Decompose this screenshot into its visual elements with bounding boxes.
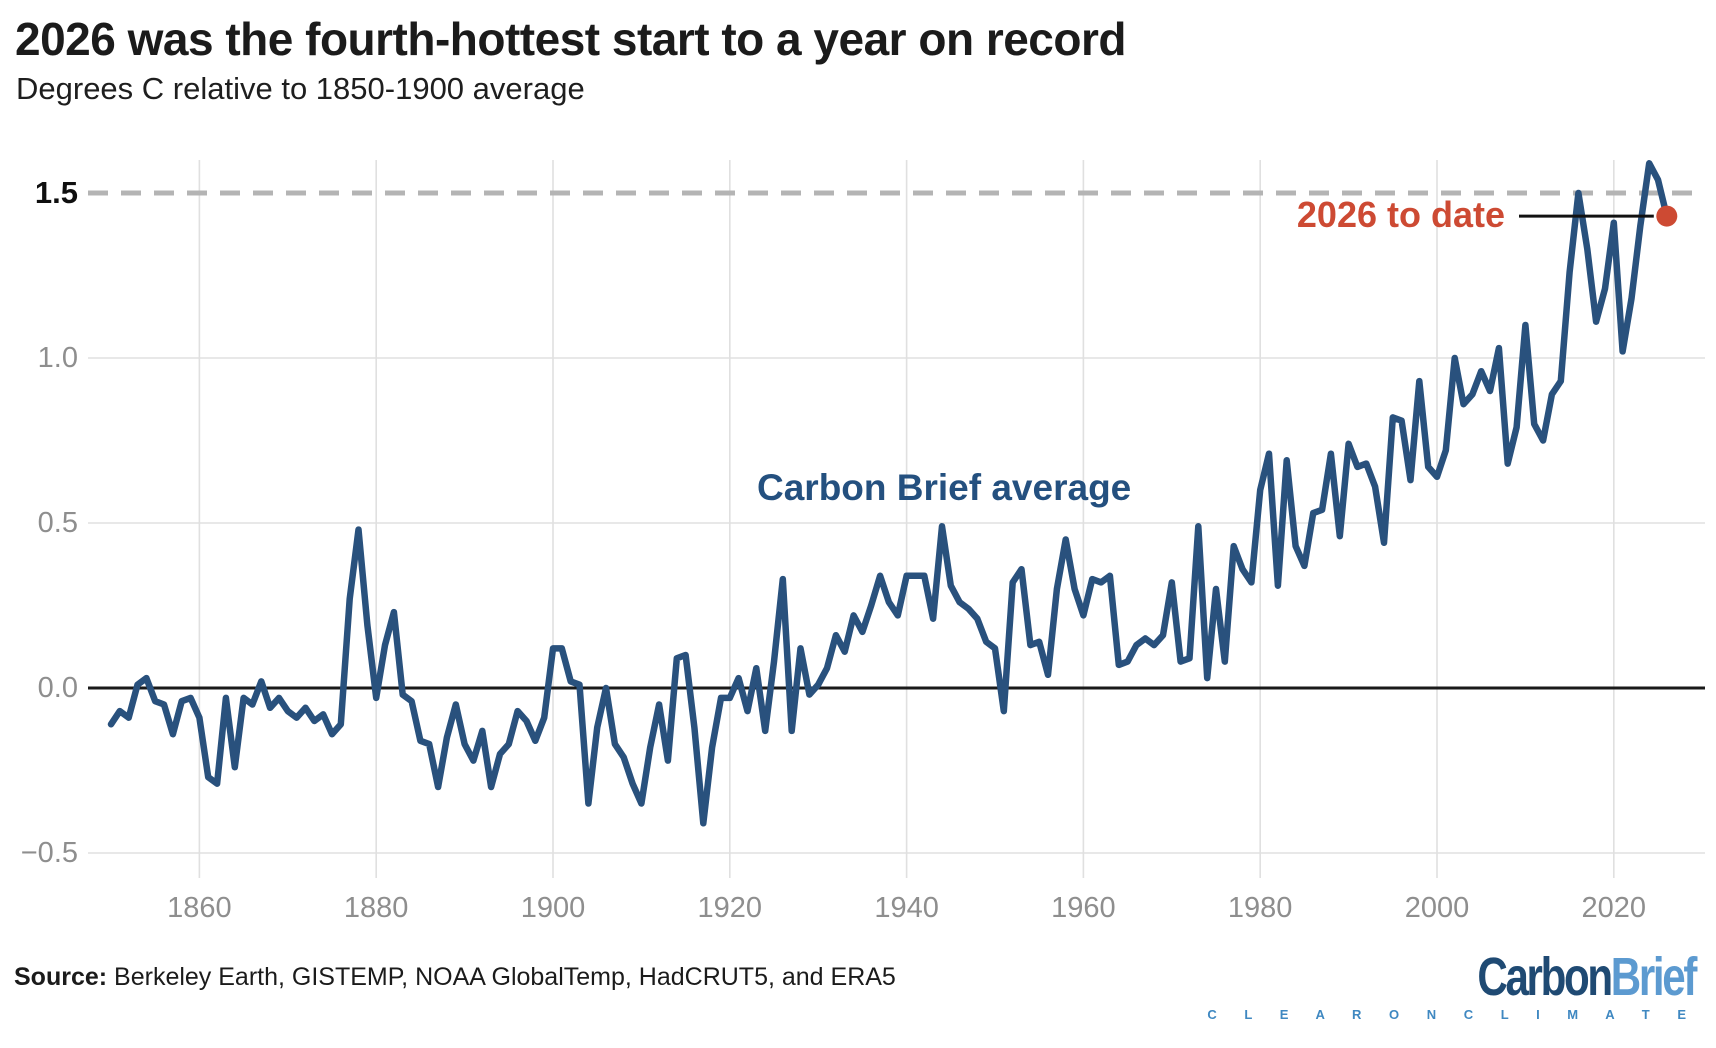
carbonbrief-logo-wordmark: CarbonBrief bbox=[1477, 950, 1697, 1004]
x-axis-tick-label: 2000 bbox=[1404, 892, 1470, 924]
annotation-2026-label: 2026 to date bbox=[1296, 194, 1505, 236]
x-axis-tick-label: 1920 bbox=[697, 892, 763, 924]
y-axis-tick-label: 0.0 bbox=[37, 672, 78, 704]
series-label: Carbon Brief average bbox=[757, 467, 1132, 508]
logo-brief-text: Brief bbox=[1610, 947, 1698, 1007]
chart-subtitle: Degrees C relative to 1850-1900 average bbox=[16, 71, 585, 106]
y-axis-tick-label: −0.5 bbox=[20, 837, 78, 869]
current-year-dot bbox=[1656, 205, 1678, 227]
x-axis-tick-label: 1980 bbox=[1227, 892, 1293, 924]
source-note: Source: Berkeley Earth, GISTEMP, NOAA Gl… bbox=[14, 963, 896, 992]
y-axis-tick-label: 1.5 bbox=[34, 175, 78, 210]
logo-carbon-text: Carbon bbox=[1477, 947, 1613, 1007]
carbonbrief-logo: CarbonBrief C L E A R O N C L I M A T E bbox=[1207, 950, 1697, 1022]
source-text: Berkeley Earth, GISTEMP, NOAA GlobalTemp… bbox=[107, 963, 896, 991]
x-axis-tick-label: 1860 bbox=[167, 892, 232, 924]
chart-title: 2026 was the fourth-hottest start to a y… bbox=[15, 13, 1127, 65]
temperature-line bbox=[107, 160, 1671, 827]
y-axis-tick-label: 0.5 bbox=[37, 507, 78, 539]
y-axis-tick-label: 1.0 bbox=[37, 342, 78, 374]
x-axis-tick-label: 1940 bbox=[874, 892, 939, 924]
x-axis-tick-label: 1880 bbox=[343, 892, 409, 924]
source-label: Source: bbox=[14, 963, 108, 991]
x-axis-tick-label: 2020 bbox=[1581, 892, 1647, 924]
x-axis-tick-label: 1960 bbox=[1051, 892, 1116, 924]
logo-tagline: C L E A R O N C L I M A T E bbox=[1207, 1007, 1691, 1022]
x-axis-tick-label: 1900 bbox=[520, 892, 586, 924]
